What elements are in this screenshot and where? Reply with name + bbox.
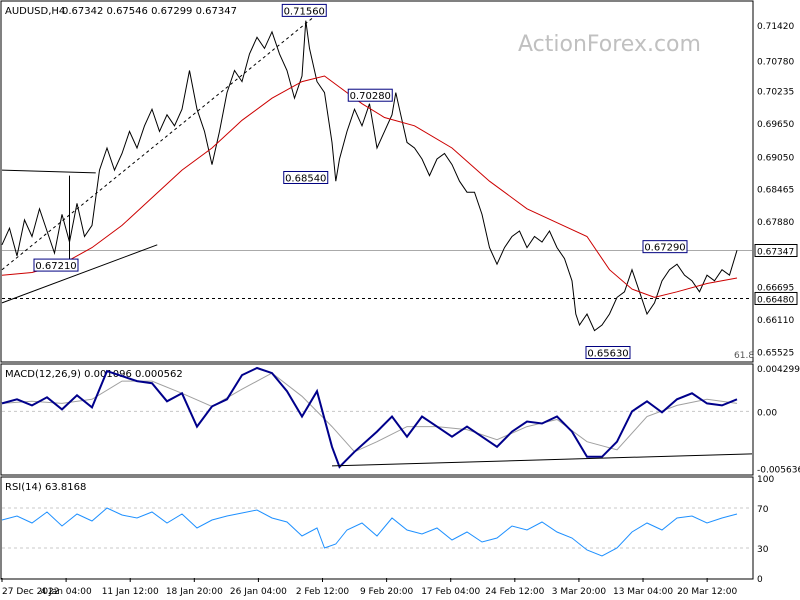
y-tick-label: 0.69050 (757, 153, 794, 163)
rsi-y-tick-label: 100 (757, 475, 774, 485)
chart-title: AUDUSD,H4 (5, 6, 65, 17)
x-tick-label: 24 Feb 12:00 (485, 587, 544, 597)
upper-channel-line (1, 16, 314, 271)
price-tag-box (754, 244, 798, 258)
price-label-box (281, 3, 327, 17)
rsi-panel (0, 476, 754, 580)
rsi-gridlines (2, 507, 752, 549)
price-line (1, 20, 738, 332)
price-label-box (642, 240, 688, 254)
price-tag: 0.66480 (757, 295, 794, 305)
price-label: 0.68540 (285, 173, 326, 184)
macd-trendline (331, 453, 753, 467)
macd-panel (0, 363, 754, 476)
price-series (1, 20, 738, 332)
main-panel (0, 0, 754, 363)
macd-series (1, 366, 753, 469)
y-tick-label: 0.68465 (757, 186, 794, 196)
macd-line (1, 366, 738, 469)
price-label-box (585, 346, 631, 360)
x-tick-label: 20 Mar 12:00 (677, 587, 737, 597)
ma-line (1, 75, 738, 298)
main-gridlines (2, 250, 752, 299)
x-tick-label: 11 Jan 12:00 (102, 587, 159, 597)
price-label: 0.67210 (35, 261, 76, 272)
y-tick-label: 0.70235 (757, 88, 794, 98)
triangle-top-line (1, 169, 96, 174)
rsi-y-axis: 100 70 30 0 (757, 475, 774, 585)
y-tick-label: 0.69650 (757, 120, 794, 130)
price-labels: 0.71560 0.70280 0.68540 0.67210 0.67290 0.656… (33, 3, 688, 360)
ohlc-readout: 0.67342 0.67546 0.67299 0.67347 (62, 6, 237, 17)
rsi-y-tick-label: 70 (757, 505, 769, 515)
x-tick-label: 2 Feb 12:00 (296, 587, 350, 597)
macd-y-axis: 0.004299 0.00 -0.005636 (757, 365, 800, 475)
macd-y-tick-label: -0.005636 (757, 465, 800, 475)
x-tick-label: 4 Jan 04:00 (40, 587, 92, 597)
fib-label: 61.8 (734, 351, 754, 361)
trendlines (1, 16, 314, 304)
price-tag-box (754, 291, 798, 305)
y-tick-label: 0.71420 (757, 22, 794, 32)
y-tick-label: 0.65525 (757, 348, 794, 358)
rsi-line (1, 507, 738, 557)
signal-line (1, 372, 738, 453)
rsi-y-tick-label: 0 (757, 575, 763, 585)
price-tag: 0.67347 (757, 248, 794, 258)
x-tick-label: 18 Jan 20:00 (166, 587, 223, 597)
price-label-box (283, 170, 329, 184)
price-label: 0.71560 (284, 6, 325, 17)
x-tick-label: 3 Mar 20:00 (552, 587, 607, 597)
rsi-label: RSI(14) 63.8168 (5, 482, 86, 493)
price-label: 0.65630 (587, 349, 628, 360)
macd-y-tick-label: 0.00 (757, 408, 777, 418)
price-label: 0.67290 (644, 243, 685, 254)
y-tick-label: 0.67880 (757, 218, 794, 228)
x-tick-label: 17 Feb 04:00 (421, 587, 480, 597)
price-label: 0.70280 (350, 91, 391, 102)
axis-price-tags: 0.67347 0.66480 (754, 244, 798, 305)
rsi-series (1, 507, 738, 557)
x-tick-label: 9 Feb 20:00 (360, 587, 414, 597)
y-tick-label: 0.66110 (757, 316, 794, 326)
moving-average-series (1, 75, 738, 298)
x-tick-label: 26 Jan 04:00 (230, 587, 287, 597)
x-tick-label: 13 Mar 04:00 (613, 587, 673, 597)
rsi-y-tick-label: 30 (757, 545, 769, 555)
price-label-box (33, 258, 79, 272)
macd-y-tick-label: 0.004299 (757, 365, 800, 375)
price-label-box (347, 88, 393, 102)
y-tick-label: 0.70780 (757, 58, 794, 68)
y-tick-label: 0.66695 (757, 284, 794, 294)
lower-channel-line (1, 244, 158, 304)
x-tick-label: 27 Dec 2022 (2, 587, 60, 597)
watermark: ActionForex.com (518, 32, 701, 57)
macd-label: MACD(12,26,9) 0.001096 0.000562 (5, 369, 183, 380)
